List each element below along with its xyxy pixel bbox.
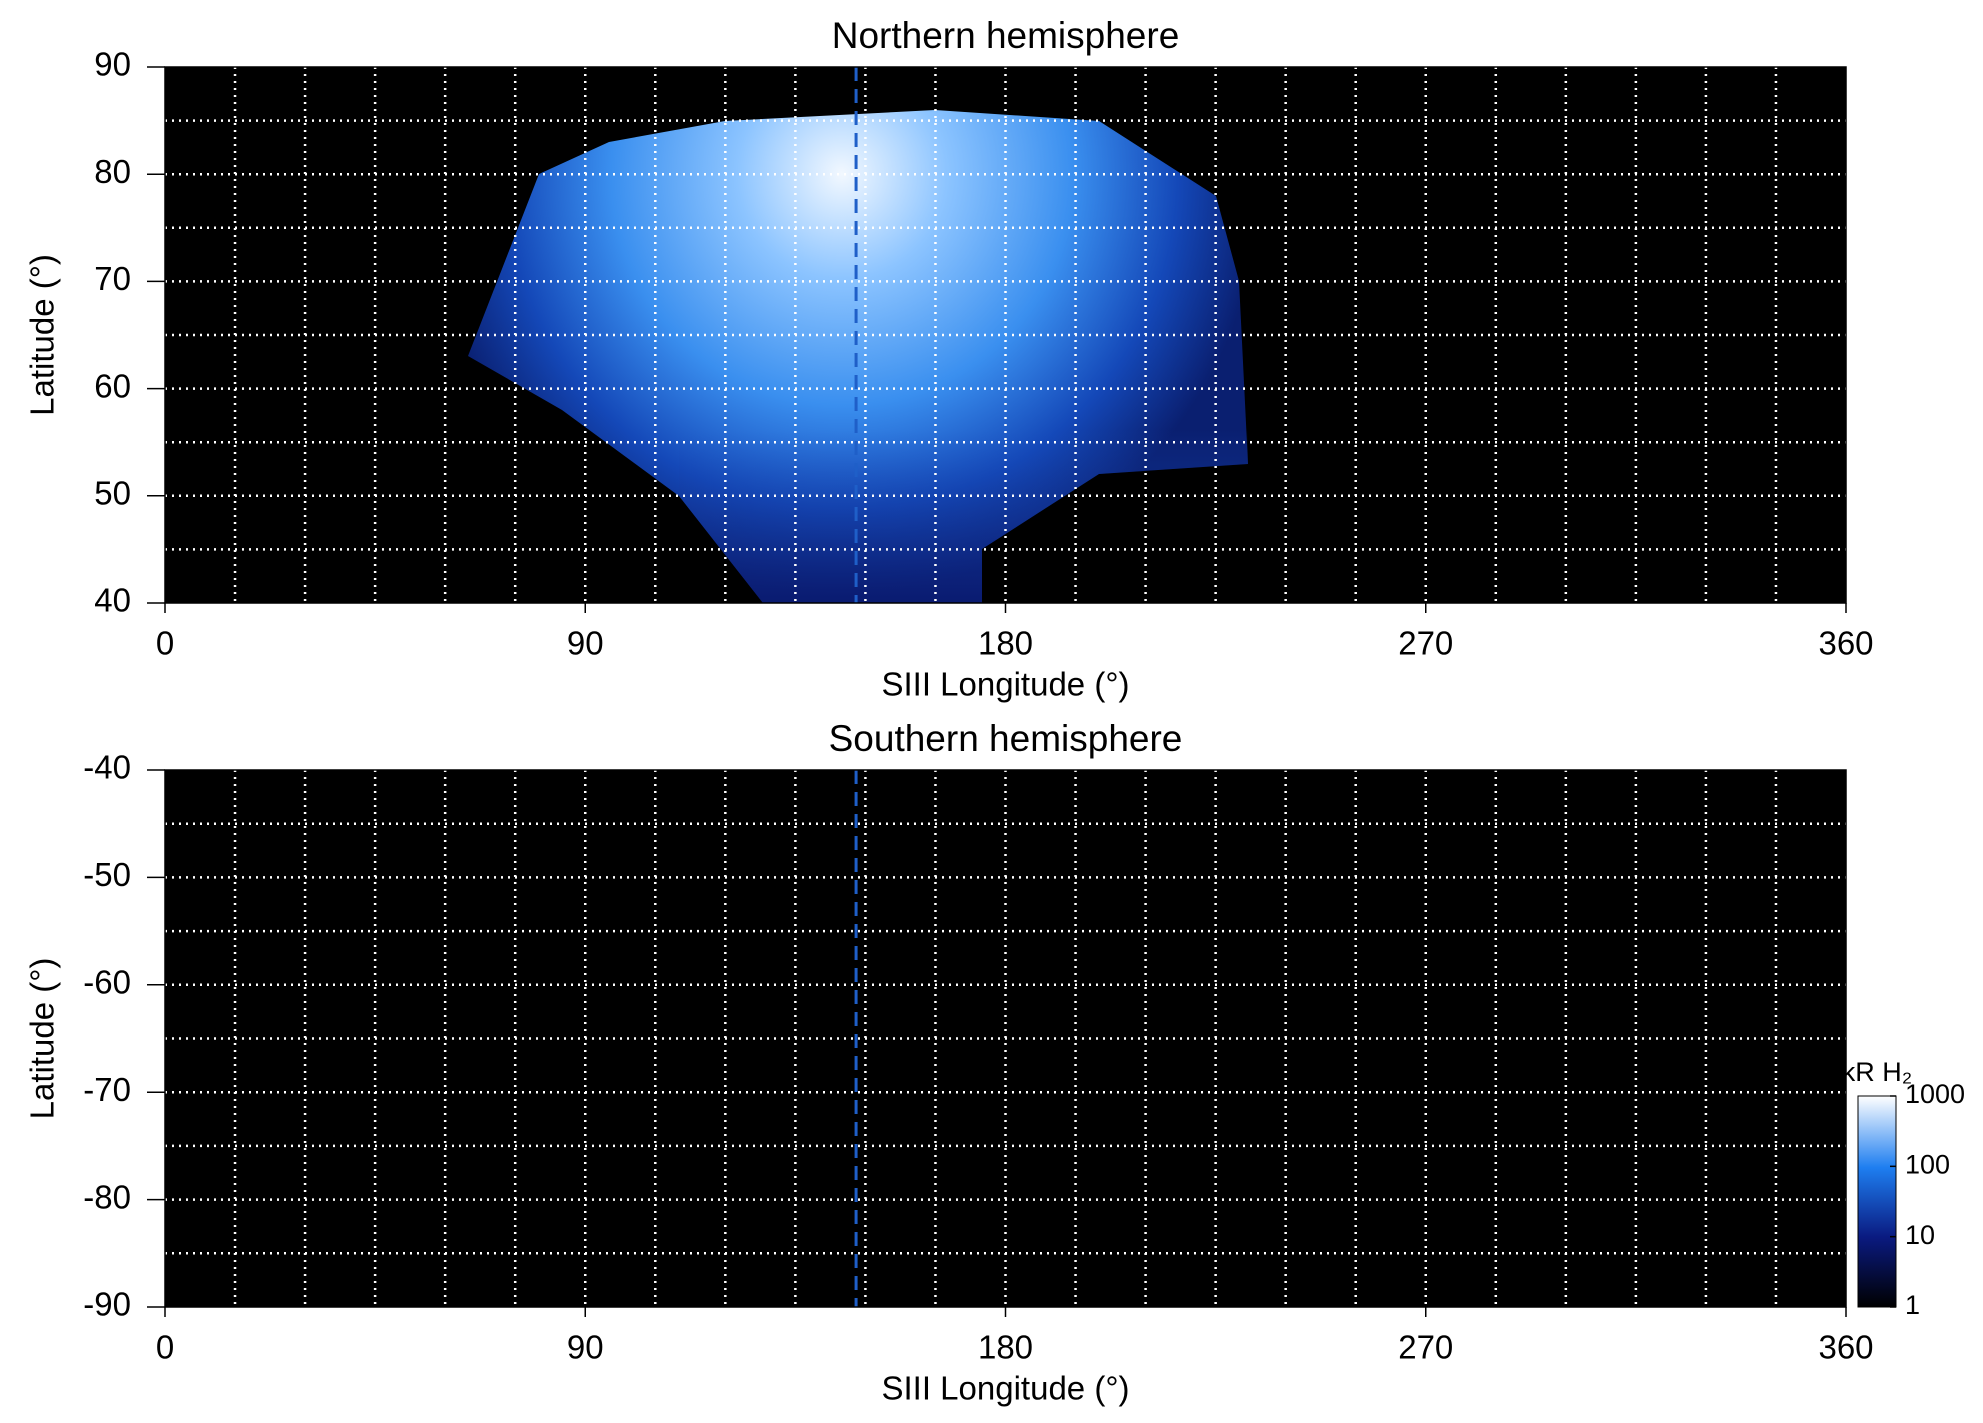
- y-axis-title: Latitude (°): [24, 958, 61, 1120]
- y-tick-label: 70: [94, 260, 131, 297]
- x-tick-label: 90: [567, 1329, 604, 1366]
- panel-south: 0 90 180 270 360 -90 -80 -70 -60 -50 -40 Southern h…: [24, 718, 1965, 1407]
- x-tick-label: 0: [156, 1329, 174, 1366]
- x-tick-label: 0: [156, 625, 174, 662]
- chart-title: Northern hemisphere: [832, 15, 1180, 56]
- colorbar: [1857, 1095, 1897, 1308]
- colorbar-tick-label: 100: [1905, 1149, 1950, 1179]
- x-axis-title: SIII Longitude (°): [882, 666, 1130, 703]
- x-tick-label: 180: [978, 1329, 1033, 1366]
- y-tick-label: -50: [83, 856, 131, 893]
- y-tick-label: -40: [83, 749, 131, 786]
- x-tick-label: 270: [1398, 625, 1453, 662]
- x-tick-label: 360: [1818, 625, 1873, 662]
- x-tick-label: 270: [1398, 1329, 1453, 1366]
- x-tick-label: 360: [1818, 1329, 1873, 1366]
- x-tick-label: 90: [567, 625, 604, 662]
- y-tick-label: 40: [94, 582, 131, 619]
- y-tick-label: -80: [83, 1178, 131, 1215]
- y-tick-label: 80: [94, 153, 131, 190]
- colorbar-tick-label: 1000: [1905, 1079, 1965, 1109]
- x-axis-title: SIII Longitude (°): [882, 1370, 1130, 1407]
- x-tick-label: 180: [978, 625, 1033, 662]
- y-tick-label: -60: [83, 964, 131, 1001]
- panel-north: 0 90 180 270 360 40 50 60 70 80 90 Northern hemisph…: [24, 15, 1874, 703]
- emission-image: [468, 110, 1248, 603]
- y-tick-label: -90: [83, 1286, 131, 1323]
- y-tick-label: 50: [94, 475, 131, 512]
- y-tick-label: -70: [83, 1071, 131, 1108]
- y-tick-label: 60: [94, 367, 131, 404]
- y-tick-label: 90: [94, 46, 131, 83]
- y-axis-title: Latitude (°): [24, 254, 61, 416]
- colorbar-tick-label: 1: [1905, 1290, 1920, 1320]
- chart-title: Southern hemisphere: [829, 718, 1183, 759]
- colorbar-tick-label: 10: [1905, 1220, 1935, 1250]
- aurora-low: [679, 430, 1248, 603]
- colorbar-label: kR H₂: [1842, 1057, 1912, 1087]
